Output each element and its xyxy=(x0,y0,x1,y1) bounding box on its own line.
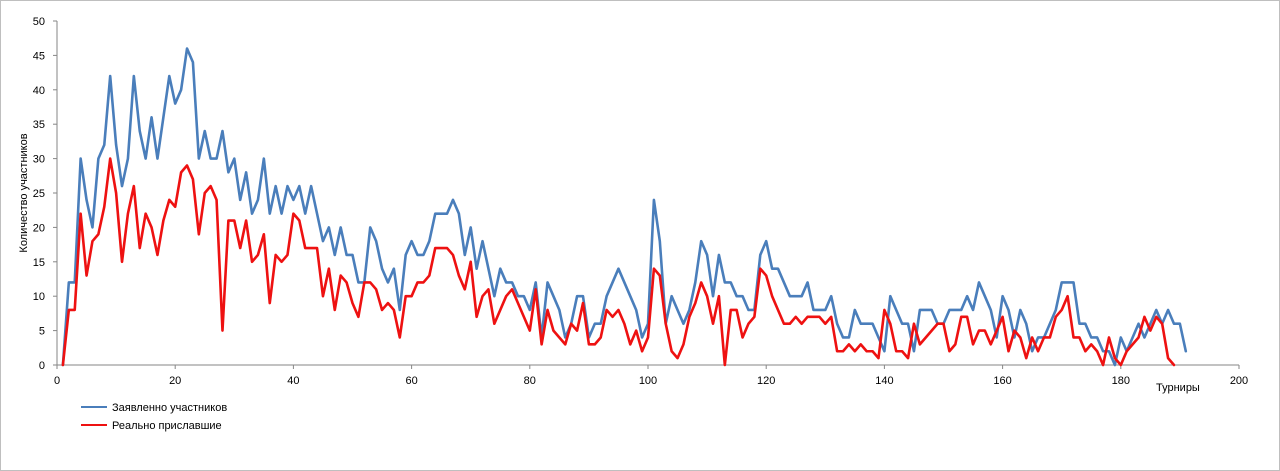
x-tick-label: 60 xyxy=(405,375,417,387)
y-tick-label: 35 xyxy=(33,119,45,131)
y-tick-label: 15 xyxy=(33,257,45,269)
legend-label-actual: Реально приславшие xyxy=(112,420,222,432)
y-tick-label: 50 xyxy=(33,16,45,28)
y-ticks: 0 5 10 15 20 25 30 35 40 45 50 xyxy=(33,16,57,372)
y-tick-label: 45 xyxy=(33,50,45,62)
legend-label-declared: Заявленно участников xyxy=(112,402,227,414)
x-tick-label: 100 xyxy=(639,375,657,387)
x-tick-label: 140 xyxy=(875,375,893,387)
x-tick-label: 80 xyxy=(524,375,536,387)
y-tick-label: 0 xyxy=(39,360,45,372)
y-tick-label: 25 xyxy=(33,188,45,200)
y-tick-label: 5 xyxy=(39,326,45,338)
series-line-declared xyxy=(61,47,1188,367)
series-layer xyxy=(61,47,1188,367)
x-axis-title: Турниры xyxy=(1156,382,1200,394)
x-tick-label: 200 xyxy=(1230,375,1248,387)
y-tick-label: 40 xyxy=(33,85,45,97)
x-tick-label: 0 xyxy=(54,375,60,387)
x-tick-label: 120 xyxy=(757,375,775,387)
x-tick-label: 40 xyxy=(287,375,299,387)
x-ticks: 0 20 40 60 80 100 120 140 160 180 200 xyxy=(54,365,1248,387)
y-tick-label: 30 xyxy=(33,154,45,166)
y-tick-label: 20 xyxy=(33,222,45,234)
y-tick-label: 10 xyxy=(33,291,45,303)
x-tick-label: 180 xyxy=(1112,375,1130,387)
x-tick-label: 20 xyxy=(169,375,181,387)
series-line-actual xyxy=(61,157,1176,367)
x-tick-label: 160 xyxy=(993,375,1011,387)
legend: Заявленно участников Реально приславшие xyxy=(81,402,227,432)
y-axis-title: Количество участников xyxy=(18,133,30,252)
